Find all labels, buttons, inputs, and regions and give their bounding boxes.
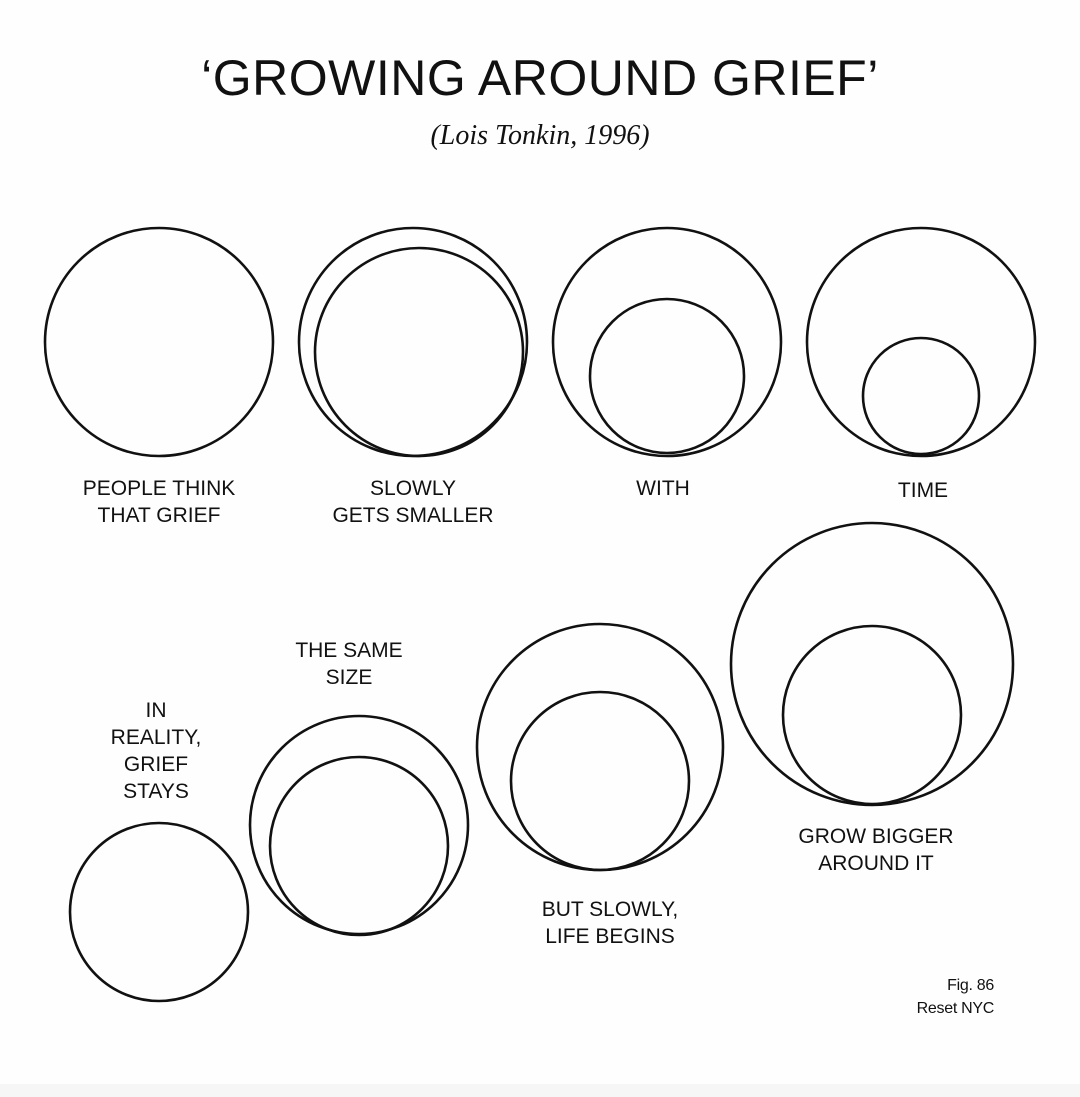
top-label-4-line-1: TIME [897, 479, 949, 502]
bottom-label-2-line-2: SIZE [325, 666, 373, 689]
bottom-life-circle-2 [248, 714, 470, 936]
top-label-4: TIME [822, 477, 1024, 504]
bottom-label-1-line-4: STAYS [123, 780, 189, 803]
bottom-label-2: THE SAME SIZE [259, 637, 439, 691]
top-label-2-line-1: SLOWLY [370, 477, 456, 500]
figure-number: Fig. 86 [947, 977, 994, 994]
bottom-life-circle-3 [475, 622, 725, 872]
bottom-life-circle-4 [729, 521, 1015, 807]
bottom-grief-circle-3 [509, 690, 691, 872]
diagram-title: ‘GROWING AROUND GRIEF’ [201, 50, 879, 106]
top-grief-circle-3 [588, 297, 746, 455]
bottom-label-4: GROW BIGGER AROUND IT [766, 823, 986, 877]
bottom-label-3-line-1: BUT SLOWLY, [541, 898, 679, 921]
bottom-label-1-line-3: GRIEF [123, 753, 189, 776]
bottom-label-1-line-2: REALITY, [110, 726, 202, 749]
top-grief-circle-1 [43, 226, 275, 458]
top-life-circle-3 [551, 226, 783, 458]
top-grief-circle-4 [861, 336, 981, 456]
top-label-2-line-2: GETS SMALLER [332, 504, 494, 527]
bottom-label-1: IN REALITY, GRIEF STAYS [76, 697, 236, 805]
top-label-3: WITH [562, 475, 764, 502]
bottom-grief-circle-4 [781, 624, 963, 806]
figure-source: Reset NYC [916, 1000, 995, 1017]
top-life-circle-4 [805, 226, 1037, 458]
bottom-label-1-line-1: IN [145, 699, 167, 722]
diagram-subtitle: (Lois Tonkin, 1996) [430, 120, 650, 151]
bottom-label-4-line-2: AROUND IT [818, 852, 934, 875]
top-label-1-line-2: THAT GRIEF [97, 504, 221, 527]
bottom-label-3-line-2: LIFE BEGINS [545, 925, 675, 948]
top-label-1: PEOPLE THINK THAT GRIEF [58, 475, 260, 529]
top-label-2: SLOWLY GETS SMALLER [312, 475, 514, 529]
figure-credit: Fig. 86 Reset NYC [916, 974, 995, 1020]
top-life-circle-2 [297, 226, 529, 458]
bottom-label-3: BUT SLOWLY, LIFE BEGINS [510, 896, 710, 950]
bottom-strip [0, 1084, 1080, 1097]
bottom-label-4-line-1: GROW BIGGER [798, 825, 954, 848]
top-label-1-line-1: PEOPLE THINK [82, 477, 236, 500]
bottom-label-2-line-1: THE SAME [295, 639, 403, 662]
top-label-3-line-1: WITH [636, 477, 690, 500]
top-grief-circle-2 [313, 246, 525, 458]
bottom-grief-circle-1 [68, 821, 250, 1003]
bottom-grief-circle-2 [268, 755, 450, 937]
